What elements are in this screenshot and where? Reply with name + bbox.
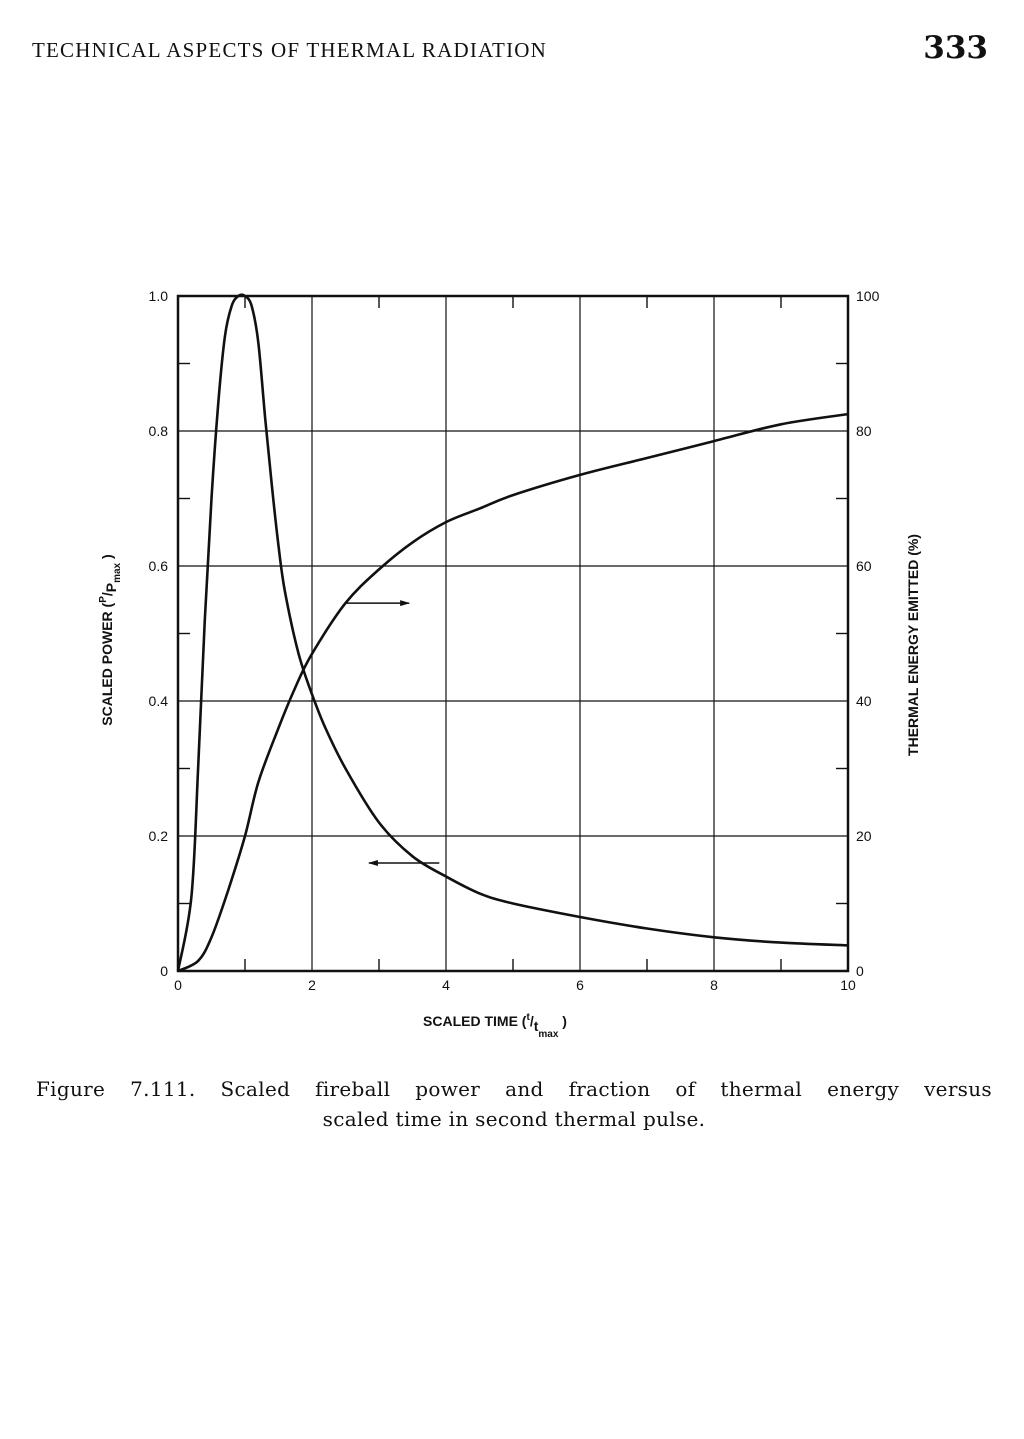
y-right-tick-label: 0 — [856, 963, 864, 979]
y-left-axis-title: SCALED POWER (P/Pmax ) — [98, 554, 123, 725]
page-number: 333 — [923, 30, 988, 66]
running-head: TECHNICAL ASPECTS OF THERMAL RADIATION — [32, 38, 548, 62]
y-left-tick-label: 1.0 — [149, 288, 169, 304]
figure-caption: Figure 7.111. Scaled fireball power and … — [36, 1074, 992, 1134]
x-tick-label: 4 — [442, 977, 450, 993]
y-right-axis-title: THERMAL ENERGY EMITTED (%) — [905, 534, 921, 756]
x-tick-label: 8 — [710, 977, 718, 993]
y-left-tick-label: 0.6 — [149, 558, 169, 574]
x-tick-label: 10 — [840, 977, 856, 993]
y-left-tick-label: 0 — [160, 963, 168, 979]
y-right-tick-label: 100 — [856, 288, 880, 304]
x-tick-label: 6 — [576, 977, 584, 993]
y-right-tick-label: 80 — [856, 423, 872, 439]
energy-curve — [177, 412, 849, 973]
y-left-tick-label: 0.4 — [149, 693, 169, 709]
y-right-tick-label: 40 — [856, 693, 872, 709]
caption-line-2: scaled time in second thermal pulse. — [322, 1107, 706, 1131]
power-curve — [176, 293, 849, 972]
y-right-tick-label: 20 — [856, 828, 872, 844]
x-tick-label: 0 — [174, 977, 182, 993]
x-axis-title: SCALED TIME (t/tmax ) — [423, 1012, 567, 1040]
plot-frame — [176, 294, 850, 973]
x-tick-label: 2 — [308, 977, 316, 993]
y-right-tick-label: 60 — [856, 558, 872, 574]
caption-line-1: Figure 7.111. Scaled fireball power and … — [36, 1077, 992, 1101]
y-left-tick-label: 0.2 — [149, 828, 169, 844]
y-left-tick-label: 0.8 — [149, 423, 169, 439]
